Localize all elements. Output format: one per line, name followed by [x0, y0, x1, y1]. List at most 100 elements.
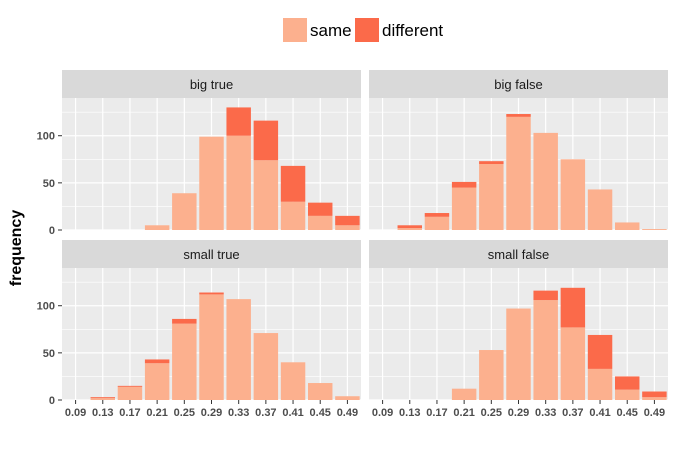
- bar-different-big-true-0.49: [335, 215, 360, 226]
- bar-different-small-true-0.13: [90, 397, 116, 399]
- bar-same-small-true-0.45: [307, 383, 333, 400]
- bar-different-big-false-0.25: [479, 161, 504, 164]
- legend-swatch-different: [355, 18, 379, 42]
- x-tick-label: 0.21: [146, 407, 167, 419]
- bar-same-big-false-0.33: [533, 132, 558, 230]
- strip-small-false: [369, 240, 668, 268]
- bar-same-small-false-0.21: [451, 388, 477, 400]
- panel-small-true: small true: [62, 240, 361, 401]
- bar-same-small-true-0.29: [199, 294, 224, 400]
- bar-same-big-false-0.13: [397, 228, 423, 230]
- x-tick-label: 0.29: [201, 407, 222, 419]
- x-tick-label: 0.49: [337, 407, 358, 419]
- bar-same-big-true-0.41: [280, 201, 306, 230]
- bar-different-big-true-0.45: [307, 202, 333, 216]
- strip-label-big-true: big true: [190, 77, 233, 92]
- bar-different-small-false-0.33: [533, 290, 558, 301]
- bar-same-small-false-0.45: [614, 389, 640, 400]
- bar-same-big-true-0.45: [307, 215, 333, 230]
- x-tick-label: 0.37: [255, 407, 276, 419]
- bar-different-small-false-0.37: [560, 287, 586, 328]
- panel-small-false: small false: [369, 240, 668, 401]
- bar-different-small-true-0.17: [117, 385, 143, 387]
- bar-same-small-false-0.49: [642, 397, 667, 400]
- x-tick-label: 0.45: [310, 407, 331, 419]
- y-tick-label: 100: [37, 301, 55, 313]
- x-tick-label: 0.41: [282, 407, 303, 419]
- x-tick-label: 0.33: [535, 407, 556, 419]
- x-tick-label: 0.13: [399, 407, 420, 419]
- x-tick-label: 0.17: [119, 407, 140, 419]
- bar-same-big-false-0.45: [614, 222, 640, 230]
- bar-same-big-false-0.21: [451, 187, 477, 230]
- y-tick-label: 0: [49, 395, 55, 407]
- x-tick-label: 0.45: [617, 407, 638, 419]
- bar-same-big-false-0.49: [642, 229, 667, 230]
- bar-same-big-true-0.33: [226, 135, 251, 230]
- y-tick-label: 100: [37, 131, 55, 143]
- x-tick-label: 0.13: [92, 407, 113, 419]
- strip-big-false: [369, 70, 668, 98]
- strip-label-small-false: small false: [488, 247, 549, 262]
- x-axes: 0.09 0.13 0.17 0.21 0.25 0.29 0.33 0.37 0.41 0.45…: [65, 400, 665, 419]
- bar-same-small-false-0.41: [587, 368, 613, 400]
- strip-label-big-false: big false: [494, 77, 542, 92]
- bar-same-small-true-0.41: [280, 362, 306, 400]
- x-tick-label: 0.17: [426, 407, 447, 419]
- bar-same-big-true-0.29: [199, 136, 224, 230]
- bar-same-small-true-0.13: [90, 398, 116, 400]
- bar-different-big-false-0.17: [424, 213, 450, 217]
- bar-same-small-false-0.37: [560, 327, 586, 400]
- bar-same-big-false-0.25: [479, 164, 504, 230]
- bar-same-small-true-0.33: [226, 299, 251, 400]
- bar-different-small-false-0.49: [642, 391, 667, 398]
- strip-small-true: [62, 240, 361, 268]
- y-tick-label: 0: [49, 225, 55, 237]
- bar-different-big-false-0.29: [506, 114, 531, 117]
- bar-different-big-true-0.33: [226, 107, 251, 136]
- bar-same-small-true-0.21: [144, 363, 170, 400]
- bar-same-small-true-0.17: [117, 386, 143, 400]
- bar-different-small-true-0.29: [199, 292, 224, 295]
- bar-different-big-true-0.41: [280, 165, 306, 202]
- x-tick-label: 0.37: [562, 407, 583, 419]
- bar-same-big-false-0.29: [506, 116, 531, 230]
- bar-same-small-true-0.37: [253, 333, 279, 400]
- x-tick-label: 0.09: [65, 407, 86, 419]
- bar-same-big-true-0.21: [144, 225, 170, 230]
- legend-label-different: different: [382, 21, 443, 40]
- bar-same-big-false-0.37: [560, 159, 586, 230]
- bar-different-small-false-0.41: [587, 334, 613, 369]
- x-tick-label: 0.21: [453, 407, 474, 419]
- panel-big-true: big true: [62, 70, 361, 231]
- y-axis-title: frequency: [8, 210, 25, 287]
- bar-different-small-false-0.45: [614, 376, 640, 390]
- x-tick-label: 0.33: [228, 407, 249, 419]
- legend: same different: [283, 18, 443, 42]
- x-tick-label: 0.49: [644, 407, 665, 419]
- x-tick-label: 0.25: [174, 407, 195, 419]
- bar-different-big-true-0.37: [253, 120, 279, 161]
- y-tick-label: 50: [43, 178, 55, 190]
- bar-same-big-true-0.25: [172, 193, 197, 230]
- bar-different-small-true-0.25: [172, 318, 197, 324]
- bar-same-small-false-0.25: [479, 350, 504, 400]
- bar-same-big-true-0.49: [335, 225, 360, 230]
- panels: big true big false small true small false: [62, 70, 668, 401]
- x-tick-label: 0.09: [372, 407, 393, 419]
- bar-same-big-true-0.37: [253, 160, 279, 230]
- bar-same-small-true-0.25: [172, 323, 197, 400]
- x-tick-label: 0.41: [589, 407, 610, 419]
- bar-different-big-false-0.13: [397, 225, 423, 229]
- bar-different-big-false-0.21: [451, 181, 477, 188]
- bar-same-big-false-0.41: [587, 189, 613, 230]
- y-tick-label: 50: [43, 348, 55, 360]
- strip-label-small-true: small true: [183, 247, 239, 262]
- bar-same-small-false-0.33: [533, 300, 558, 400]
- bar-same-small-true-0.49: [335, 396, 360, 400]
- legend-label-same: same: [310, 21, 352, 40]
- legend-swatch-same: [283, 18, 307, 42]
- bar-different-small-true-0.21: [144, 359, 170, 364]
- strip-big-true: [62, 70, 361, 98]
